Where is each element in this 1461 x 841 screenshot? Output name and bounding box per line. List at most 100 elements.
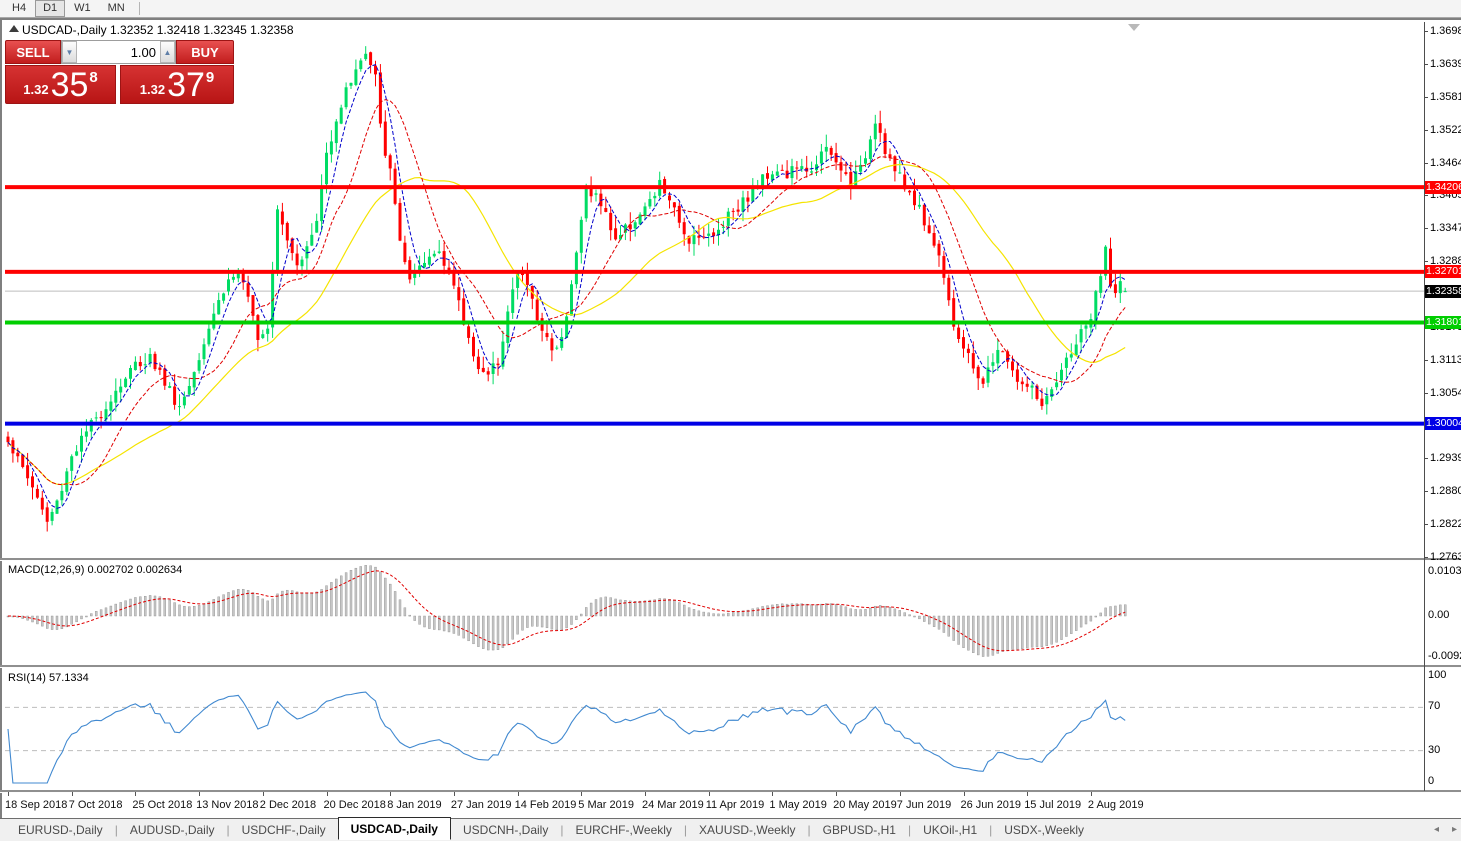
tab-eurchf-weekly[interactable]: EURCHF-,Weekly — [575, 823, 672, 837]
date-tick-mark — [71, 792, 73, 796]
price-tick-mark — [1424, 557, 1428, 558]
date-label: 20 Dec 2018 — [323, 799, 386, 811]
tab-separator: | — [560, 823, 564, 837]
date-label: 1 May 2019 — [769, 799, 827, 811]
timeframe-button-w1[interactable]: W1 — [74, 2, 91, 14]
rsi-axis-label: 70 — [1428, 700, 1441, 712]
rsi-axis-label: 30 — [1428, 744, 1441, 756]
tab-separator: | — [683, 823, 688, 837]
date-label: 20 May 2019 — [833, 799, 897, 811]
price-tick-mark — [1424, 63, 1428, 65]
tab-eurusd-daily[interactable]: EURUSD-,Daily — [18, 823, 103, 837]
price-tick-mark — [1424, 392, 1428, 394]
price-tick-label: 1.29390 — [1430, 452, 1461, 465]
toolbar-divider — [138, 2, 140, 15]
price-tick-mark — [1424, 359, 1428, 361]
price-tick-label: 1.31130 — [1430, 353, 1461, 366]
date-tick-mark — [390, 792, 392, 796]
buy-price-prefix: 1.32 — [139, 82, 166, 97]
date-label: 18 Sep 2018 — [5, 799, 68, 811]
date-tick-mark — [645, 792, 646, 796]
tab-usdcad-daily[interactable]: USDCAD-,Daily — [337, 817, 451, 840]
sell-button[interactable]: SELL — [5, 40, 61, 64]
date-label: 14 Feb 2019 — [514, 799, 577, 811]
date-label: 8 Jan 2019 — [387, 799, 442, 811]
tab-separator: | — [807, 823, 811, 837]
date-label: 2 Dec 2018 — [259, 799, 317, 811]
buy-price-pip: 9 — [205, 69, 215, 86]
sell-price-main: 35 — [50, 66, 89, 104]
date-tick-mark — [1027, 792, 1029, 796]
level-price-label: 1.30004 — [1425, 417, 1461, 431]
level-price-label: 1.32701 — [1425, 265, 1461, 279]
price-tick-label: 1.28220 — [1430, 518, 1461, 531]
price-tick-label: 1.33470 — [1430, 222, 1461, 235]
tab-xauusd-weekly[interactable]: XAUUSD-,Weekly — [699, 823, 796, 837]
date-tick-mark — [453, 792, 455, 796]
timeframe-toolbar: H4 D1 W1 MN — [0, 0, 1461, 18]
tab-separator: | — [907, 823, 912, 837]
timeframe-button-mn[interactable]: MN — [107, 2, 125, 14]
rsi-indicator-label: RSI(14) 57.1334 — [8, 672, 89, 684]
tab-scroll-left-icon[interactable]: ◂ — [1434, 824, 1440, 835]
tab-gbpusd-h1[interactable]: GBPUSD-,H1 — [822, 823, 896, 837]
date-label: 7 Jun 2019 — [896, 799, 952, 811]
level-price-label: 1.31801 — [1425, 316, 1461, 329]
tab-usdcnh-daily[interactable]: USDCNH-,Daily — [462, 823, 549, 837]
price-tick-label: 1.27635 — [1430, 551, 1461, 563]
tab-usdx-weekly[interactable]: USDX-,Weekly — [1004, 823, 1085, 837]
one-click-trade-panel: SELL ▼ ▲ BUY 1.32 35 8 1.32 37 9 — [5, 40, 234, 104]
date-tick-mark — [772, 792, 774, 796]
buy-price-display[interactable]: 1.32 37 9 — [120, 65, 234, 104]
volume-increase-button[interactable]: ▲ — [160, 41, 175, 63]
date-label: 27 Jan 2019 — [450, 799, 512, 811]
chart-window[interactable] — [0, 18, 1461, 818]
date-tick-mark — [199, 792, 201, 796]
date-axis-separator — [0, 790, 1461, 793]
tab-ukoil-h1[interactable]: UKOil-,H1 — [923, 823, 978, 837]
date-tick-mark — [326, 792, 328, 796]
sell-price-pip: 8 — [89, 69, 98, 86]
macd-panel-separator[interactable] — [0, 558, 1461, 561]
price-axis-line — [1424, 22, 1425, 791]
buy-price-main: 37 — [167, 66, 205, 104]
macd-axis-label: 0.00 — [1428, 609, 1450, 621]
date-tick-mark — [8, 792, 9, 796]
date-tick-mark — [1090, 792, 1092, 796]
date-label: 24 Mar 2019 — [642, 799, 704, 811]
price-tick-mark — [1424, 458, 1428, 460]
macd-axis-label: 0.010311 — [1428, 565, 1461, 577]
rsi-axis-label: 0 — [1428, 775, 1435, 787]
price-tick-mark — [1424, 162, 1428, 164]
volume-decrease-button[interactable]: ▼ — [62, 41, 77, 63]
rsi-panel-separator[interactable] — [0, 665, 1461, 668]
timeframe-button-h4[interactable]: H4 — [12, 2, 27, 14]
price-tick-mark — [1424, 524, 1428, 526]
buy-button[interactable]: BUY — [176, 40, 234, 64]
sell-price-display[interactable]: 1.32 35 8 — [5, 65, 116, 104]
date-label: 26 Jun 2019 — [960, 799, 1022, 811]
price-tick-label: 1.32885 — [1430, 255, 1461, 268]
sell-price-prefix: 1.32 — [23, 82, 49, 97]
price-tick-label: 1.34640 — [1430, 156, 1461, 169]
date-label: 2 Aug 2019 — [1087, 799, 1144, 811]
macd-axis-label: -0.00920 — [1428, 650, 1461, 662]
price-tick-mark — [1424, 261, 1428, 263]
tab-separator: | — [114, 823, 118, 837]
tab-audusd-daily[interactable]: AUDUSD-,Daily — [129, 823, 215, 837]
tab-usdchf-daily[interactable]: USDCHF-,Daily — [241, 823, 326, 837]
chart-shift-icon[interactable] — [1128, 24, 1140, 31]
timeframe-button-d1[interactable]: D1 — [35, 0, 66, 17]
tab-separator: | — [989, 823, 993, 837]
volume-input[interactable] — [77, 41, 160, 63]
tab-scroll-right-icon[interactable]: ▸ — [1452, 824, 1458, 835]
date-tick-mark — [899, 792, 901, 796]
date-tick-mark — [135, 792, 137, 796]
rsi-axis-label: 100 — [1428, 669, 1447, 681]
macd-indicator-label: MACD(12,26,9) 0.002702 0.002634 — [8, 564, 183, 576]
symbol-up-arrow-icon — [9, 25, 19, 32]
price-tick-mark — [1424, 195, 1428, 197]
price-tick-mark — [1424, 228, 1428, 230]
